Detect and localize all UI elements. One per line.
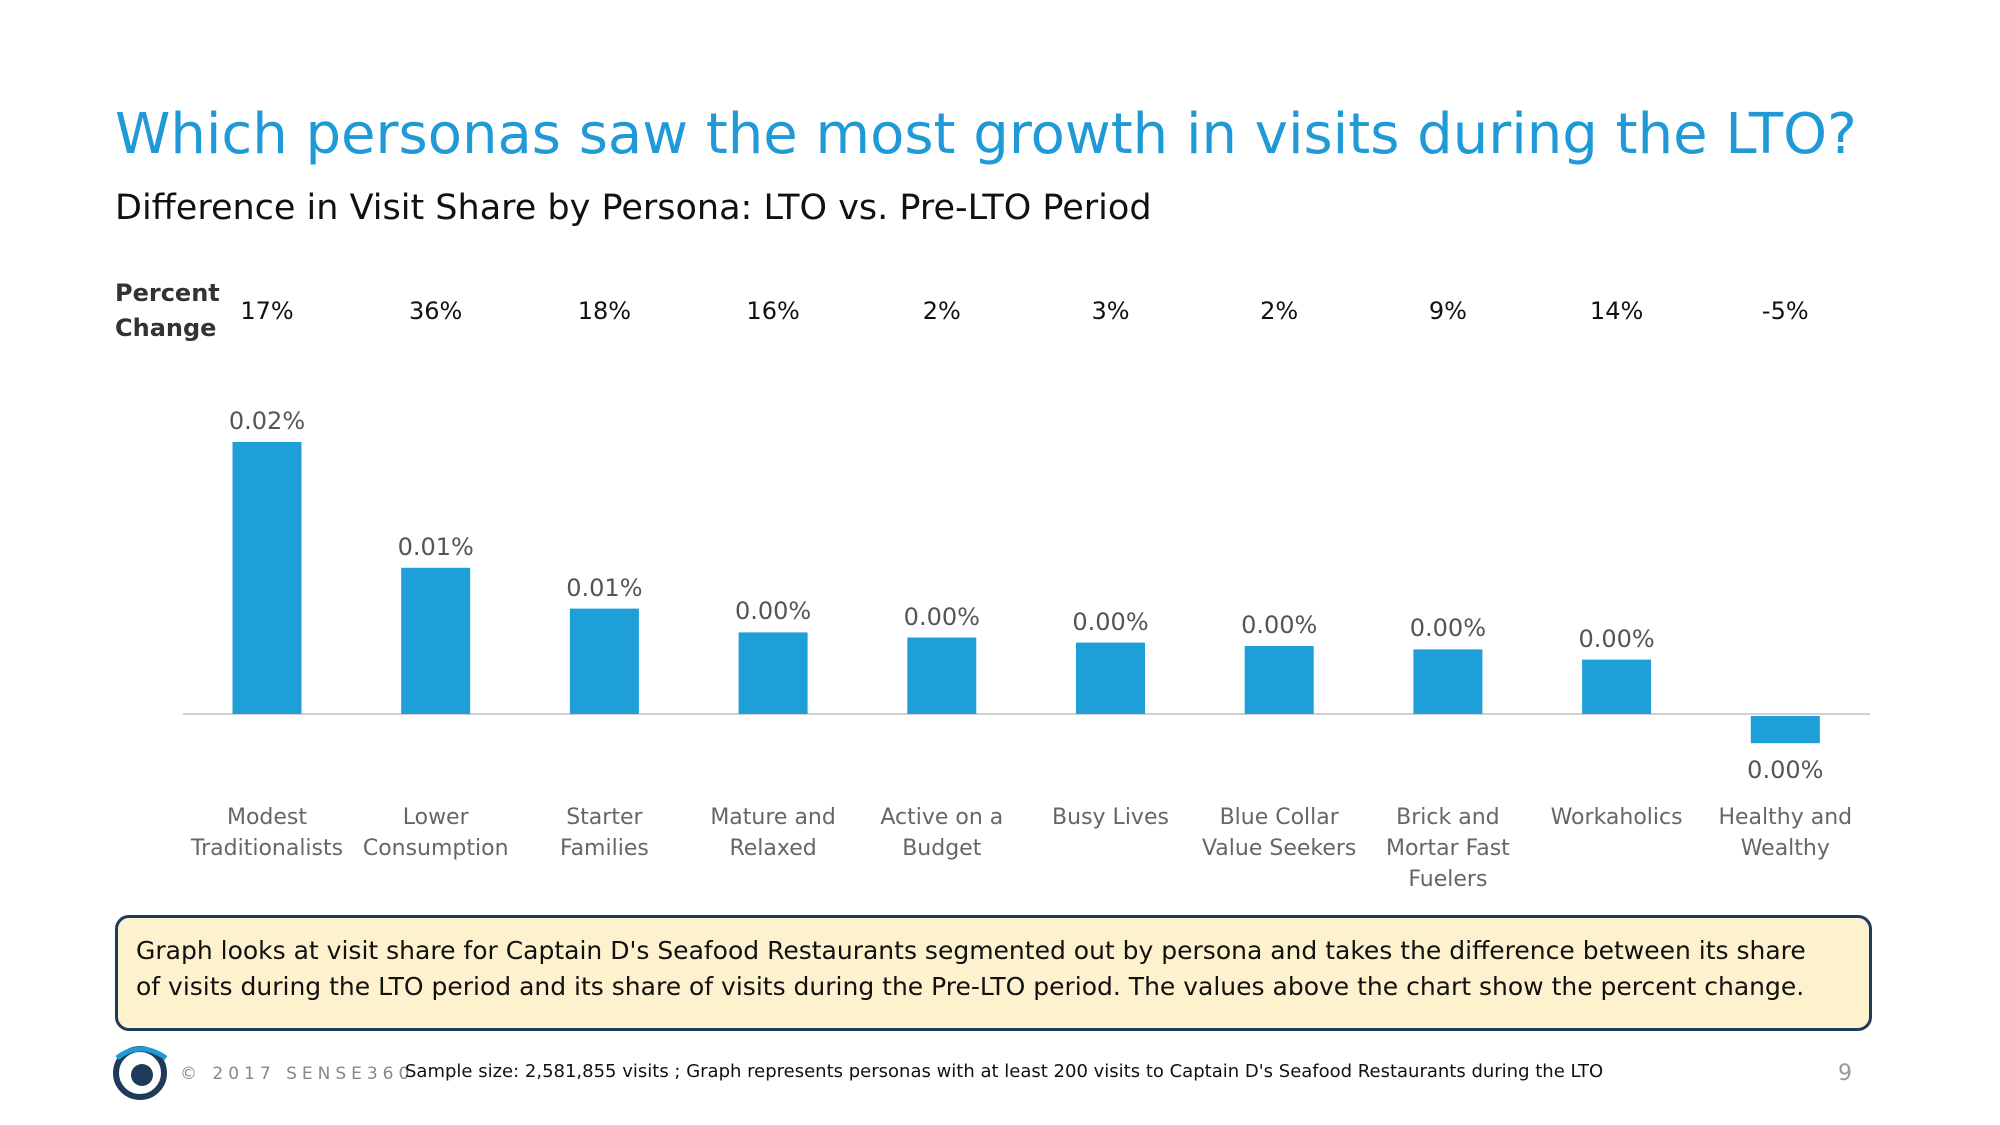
value-label: 0.00%: [1072, 607, 1149, 636]
logo: [113, 1046, 168, 1100]
x-tick-label: Healthy and Wealthy: [1718, 805, 1853, 861]
x-tick-label: Active on a Budget: [880, 805, 1004, 861]
percent-change: 17%: [240, 297, 294, 325]
value-label: 0.00%: [734, 597, 812, 626]
percent-change: 2%: [1260, 297, 1299, 325]
bar: [1244, 646, 1314, 714]
value-label: 0.00%: [1747, 756, 1824, 785]
percent-change: -5%: [1761, 297, 1809, 325]
note-box: Graph looks at visit share for Captain D…: [115, 915, 1872, 1031]
percent-change: 14%: [1589, 297, 1644, 325]
x-tick-label: Modest Traditionalists: [190, 805, 344, 861]
bar: [1750, 716, 1820, 744]
value-label: 0.01%: [397, 532, 474, 561]
sample-size: Sample size: 2,581,855 visits ; Graph re…: [405, 1061, 1604, 1082]
bar: [569, 608, 639, 714]
percent-change: 18%: [577, 297, 632, 325]
percent-change-label: Percent Change: [115, 279, 220, 342]
x-tick-label: Starter Families: [559, 805, 649, 861]
copyright: © 2017 SENSE360: [180, 1064, 415, 1084]
bar: [1076, 642, 1145, 714]
x-tick-label: Workaholics: [1550, 805, 1683, 830]
subtitle: Difference in Visit Share by Persona: LT…: [115, 188, 1152, 228]
title: Which personas saw the most growth in vi…: [115, 102, 1857, 167]
percent-change: 9%: [1428, 297, 1467, 325]
page-number: 9: [1838, 1061, 1852, 1086]
bar: [907, 637, 977, 714]
x-tick-label: Blue Collar Value Seekers: [1201, 805, 1357, 861]
x-tick-label: Lower Consumption: [362, 805, 509, 861]
value-label: 0.00%: [1578, 624, 1655, 653]
bar: [232, 442, 302, 714]
percent-change: 36%: [409, 297, 463, 325]
x-tick-label: Mature and Relaxed: [710, 805, 836, 861]
value-label: 0.00%: [903, 602, 980, 631]
percent-change: 3%: [1091, 297, 1130, 325]
bar: [1413, 649, 1483, 714]
x-tick-label: Busy Lives: [1052, 805, 1169, 830]
bar: [738, 632, 808, 714]
note-text: Graph looks at visit share for Captain D…: [136, 936, 1806, 1001]
bar: [1582, 659, 1652, 714]
value-label: 0.00%: [1409, 614, 1487, 643]
percent-change: 2%: [922, 297, 961, 325]
value-label: 0.02%: [228, 407, 306, 435]
value-label: 0.01%: [566, 573, 643, 602]
x-tick-label: Brick and Mortar Fast Fuelers: [1385, 805, 1510, 892]
percent-change: 16%: [746, 297, 800, 325]
bar: [401, 567, 471, 714]
value-label: 0.00%: [1241, 611, 1318, 639]
